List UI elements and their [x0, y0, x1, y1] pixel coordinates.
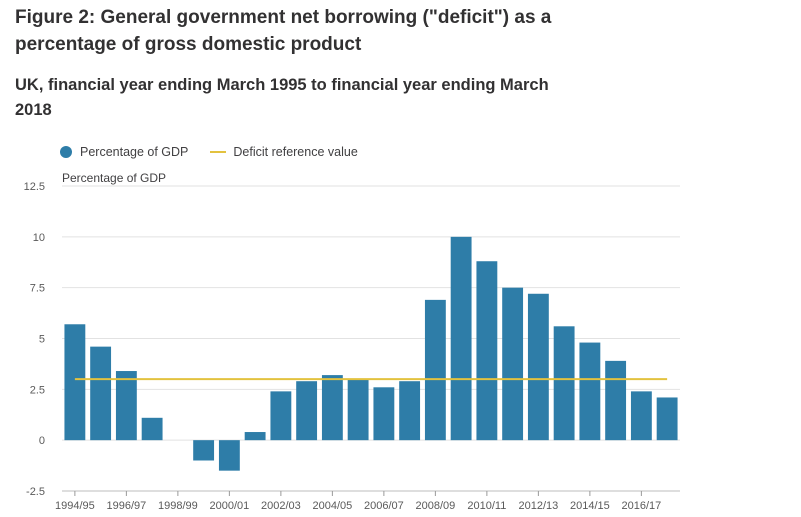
bar-2003/04 — [296, 381, 318, 441]
x-tick-label: 2008/09 — [415, 500, 455, 512]
x-tick-label: 2010/11 — [467, 500, 506, 512]
chart-legend: Percentage of GDP Deficit reference valu… — [60, 142, 380, 162]
bar-2006/07 — [373, 387, 395, 441]
y-tick-label: 0 — [39, 435, 45, 447]
bar-2004/05 — [321, 375, 343, 441]
y-tick-label: 2.5 — [30, 384, 45, 396]
bar-2008/09 — [424, 299, 446, 441]
bar-1995/96 — [90, 346, 112, 441]
y-tick-label: 5 — [39, 334, 45, 346]
bar-1997/98 — [141, 417, 163, 441]
legend-label: Percentage of GDP — [80, 145, 189, 159]
x-tick-label: 2000/01 — [209, 500, 249, 512]
bar-2007/08 — [399, 381, 421, 441]
figure-title: Figure 2: General government net borrowi… — [15, 7, 552, 55]
x-tick-label: 2014/15 — [570, 500, 610, 512]
legend-item-deficit-reference-value[interactable]: Deficit reference value — [210, 145, 358, 159]
bar-2013/14 — [553, 326, 575, 441]
bar-1996/97 — [115, 371, 137, 441]
x-tick-label: 2002/03 — [261, 500, 301, 512]
y-tick-label: -2.5 — [26, 486, 45, 498]
y-tick-label: 10 — [33, 232, 45, 244]
bar-2000/01 — [218, 440, 240, 471]
legend-line-icon — [210, 151, 227, 153]
figure-subtitle: UK, financial year ending March 1995 to … — [15, 76, 549, 119]
y-tick-label: 7.5 — [30, 283, 45, 295]
x-tick-label: 1994/95 — [55, 500, 95, 512]
legend-item-percentage-of-gdp[interactable]: Percentage of GDP — [60, 145, 188, 159]
y-axis-label: Percentage of GDP — [62, 171, 166, 185]
bar-2016/17 — [630, 391, 652, 441]
bar-1999/00 — [193, 440, 215, 461]
legend-label: Deficit reference value — [233, 145, 358, 159]
bar-2011/12 — [502, 287, 524, 441]
bar-2017/18 — [656, 397, 678, 441]
bar-2002/03 — [270, 391, 292, 441]
bar-2012/13 — [527, 293, 549, 441]
bar-2005/06 — [347, 379, 369, 441]
x-tick-label: 2012/13 — [518, 500, 558, 512]
x-tick-label: 2004/05 — [312, 500, 352, 512]
bar-1994/95 — [64, 324, 86, 441]
x-tick-label: 1996/97 — [106, 500, 146, 512]
bar-2015/16 — [605, 360, 627, 441]
legend-dot-icon — [60, 146, 72, 158]
y-tick-label: 12.5 — [24, 181, 45, 193]
bar-2014/15 — [579, 342, 601, 441]
bar-2001/02 — [244, 432, 266, 441]
bar-2009/10 — [450, 236, 472, 441]
x-tick-label: 2006/07 — [364, 500, 404, 512]
x-tick-label: 2016/17 — [621, 500, 661, 512]
x-tick-label: 1998/99 — [158, 500, 198, 512]
bar-2010/11 — [476, 261, 498, 441]
